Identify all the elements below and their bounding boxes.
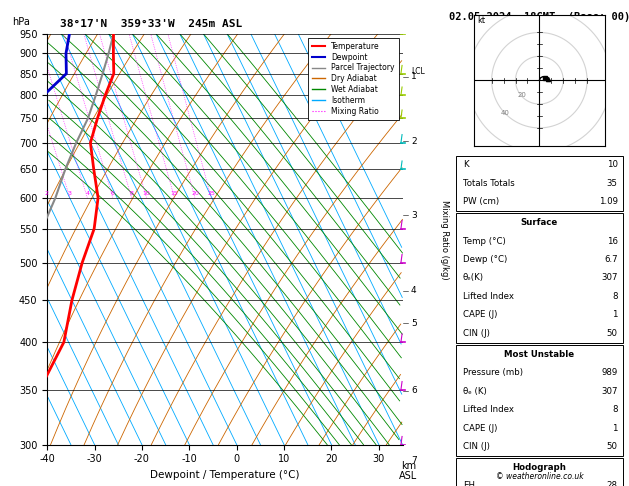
Text: 8: 8 xyxy=(130,191,133,196)
Text: 20: 20 xyxy=(191,191,199,196)
Text: 8: 8 xyxy=(612,405,618,414)
Bar xyxy=(456,458,623,486)
Text: 5: 5 xyxy=(411,319,417,328)
Text: 40: 40 xyxy=(501,109,509,116)
Text: 4: 4 xyxy=(411,286,416,295)
Text: 989: 989 xyxy=(601,368,618,377)
Text: 6: 6 xyxy=(111,191,115,196)
Text: 20: 20 xyxy=(518,92,526,98)
Bar xyxy=(456,156,623,211)
Text: 28: 28 xyxy=(607,482,618,486)
Text: 2: 2 xyxy=(411,137,416,146)
Text: EH: EH xyxy=(463,482,475,486)
Text: © weatheronline.co.uk: © weatheronline.co.uk xyxy=(496,472,583,481)
Text: Surface: Surface xyxy=(521,218,558,227)
Text: 1.09: 1.09 xyxy=(599,197,618,206)
Text: CIN (J): CIN (J) xyxy=(463,329,489,338)
Text: 16: 16 xyxy=(607,237,618,245)
Text: 8: 8 xyxy=(612,292,618,301)
Text: 35: 35 xyxy=(607,179,618,188)
Bar xyxy=(456,345,623,456)
Bar xyxy=(456,213,623,343)
Text: θₑ (K): θₑ (K) xyxy=(463,387,486,396)
Text: CAPE (J): CAPE (J) xyxy=(463,424,497,433)
Text: 6: 6 xyxy=(411,386,417,395)
Legend: Temperature, Dewpoint, Parcel Trajectory, Dry Adiabat, Wet Adiabat, Isotherm, Mi: Temperature, Dewpoint, Parcel Trajectory… xyxy=(308,38,399,120)
Text: PW (cm): PW (cm) xyxy=(463,197,499,206)
Text: 7: 7 xyxy=(411,456,417,465)
Text: 1: 1 xyxy=(612,424,618,433)
Text: km: km xyxy=(401,461,416,471)
Text: kt: kt xyxy=(477,16,486,25)
Text: 6.7: 6.7 xyxy=(604,255,618,264)
Text: 15: 15 xyxy=(170,191,179,196)
Text: hPa: hPa xyxy=(13,17,30,27)
Text: ASL: ASL xyxy=(399,471,418,482)
Text: 4: 4 xyxy=(86,191,89,196)
Text: 25: 25 xyxy=(208,191,215,196)
Text: Most Unstable: Most Unstable xyxy=(504,350,574,359)
Text: 1: 1 xyxy=(411,72,417,81)
Text: Hodograph: Hodograph xyxy=(513,463,566,472)
Text: Lifted Index: Lifted Index xyxy=(463,292,514,301)
Text: Totals Totals: Totals Totals xyxy=(463,179,515,188)
Text: Mixing Ratio (g/kg): Mixing Ratio (g/kg) xyxy=(440,200,449,279)
Text: 10: 10 xyxy=(143,191,150,196)
Text: CIN (J): CIN (J) xyxy=(463,442,489,451)
Text: CAPE (J): CAPE (J) xyxy=(463,311,497,319)
Text: 38°17'N  359°33'W  245m ASL: 38°17'N 359°33'W 245m ASL xyxy=(60,19,242,29)
Text: 3: 3 xyxy=(68,191,72,196)
Text: 307: 307 xyxy=(601,274,618,282)
X-axis label: Dewpoint / Temperature (°C): Dewpoint / Temperature (°C) xyxy=(150,470,299,480)
Text: 1: 1 xyxy=(612,311,618,319)
Text: 3: 3 xyxy=(411,211,417,220)
Text: K: K xyxy=(463,160,469,169)
Text: 02.05.2024  18GMT  (Base: 00): 02.05.2024 18GMT (Base: 00) xyxy=(448,12,629,22)
Text: 2: 2 xyxy=(44,191,48,196)
Text: Dewp (°C): Dewp (°C) xyxy=(463,255,507,264)
Text: 307: 307 xyxy=(601,387,618,396)
Text: 50: 50 xyxy=(607,442,618,451)
Text: θₑ(K): θₑ(K) xyxy=(463,274,484,282)
Text: LCL: LCL xyxy=(411,67,425,76)
Text: Temp (°C): Temp (°C) xyxy=(463,237,506,245)
Text: 10: 10 xyxy=(607,160,618,169)
Text: 50: 50 xyxy=(607,329,618,338)
Text: Lifted Index: Lifted Index xyxy=(463,405,514,414)
Text: Pressure (mb): Pressure (mb) xyxy=(463,368,523,377)
